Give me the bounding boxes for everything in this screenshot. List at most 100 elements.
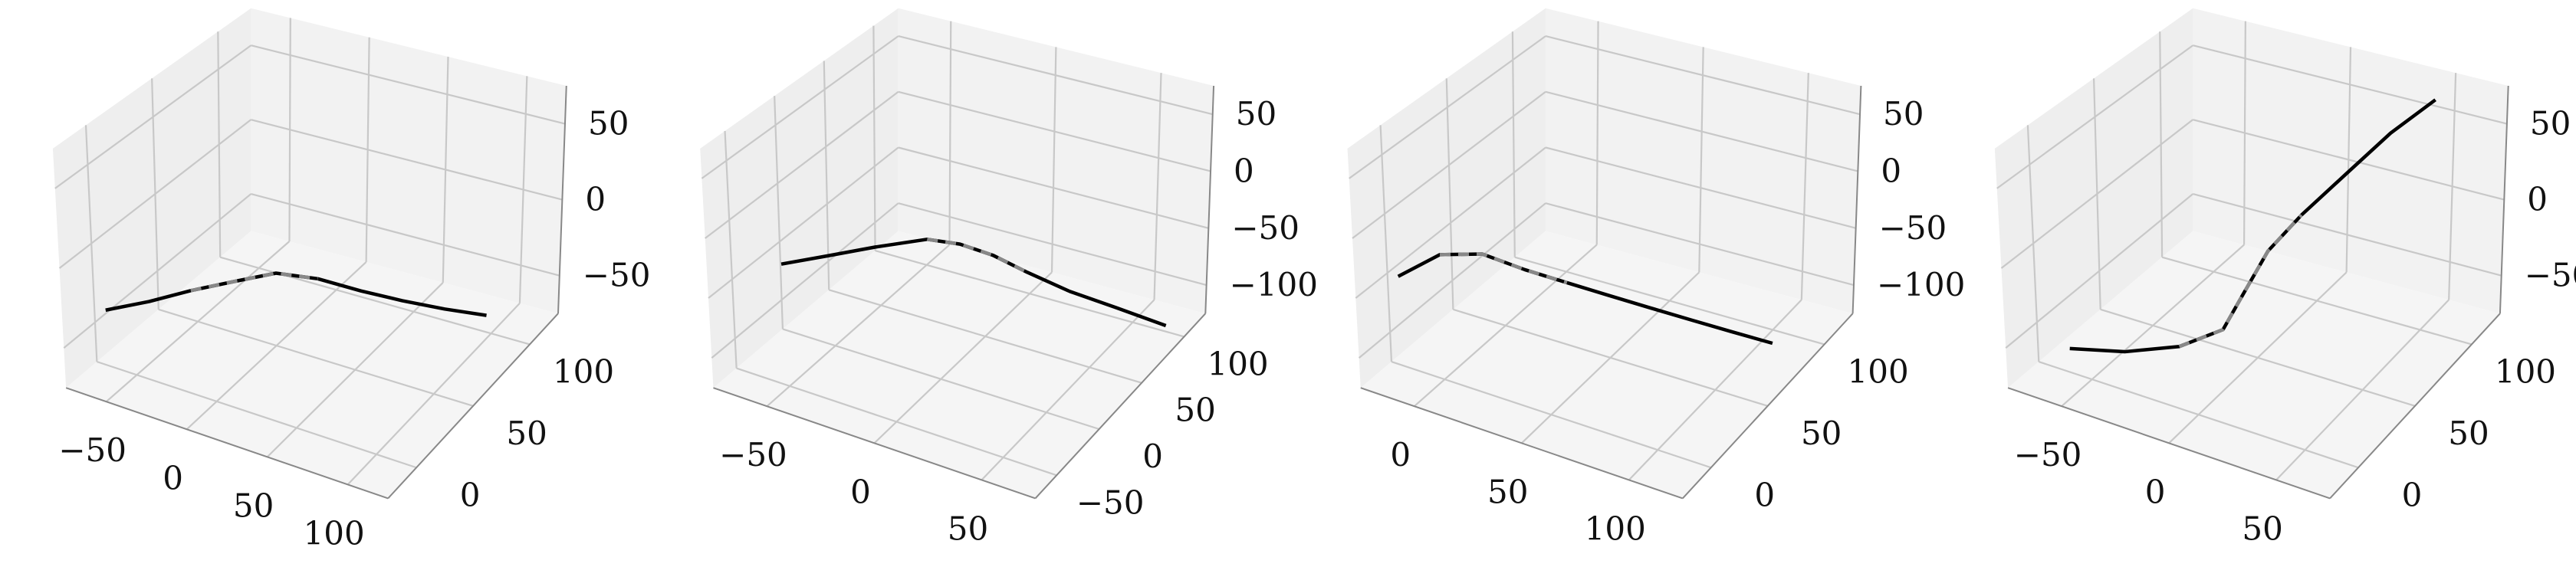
y-tick-label: 100 (553, 352, 614, 390)
pane (898, 8, 1214, 314)
x-tick-label: 0 (2145, 473, 2166, 510)
y-tick-label: 0 (1142, 438, 1163, 475)
x-tick-label: −50 (58, 431, 127, 469)
grid-line (2000, 119, 2193, 269)
x-tick-label: 50 (948, 510, 988, 547)
series-line (780, 238, 1167, 328)
grid-line (1595, 21, 1599, 245)
z-tick-label: −100 (1230, 266, 1318, 303)
grid-line (1511, 31, 1516, 257)
grid-line (948, 21, 952, 245)
axes-panel-2: −50 0 50 −50 0 50 100 −100 −50 0 50 (700, 8, 1318, 547)
grid-line (1996, 44, 2193, 189)
y-tick-label: 0 (460, 476, 481, 513)
grid-line (158, 308, 474, 407)
grid-line (898, 90, 1211, 172)
z-tick-label: 50 (588, 105, 629, 143)
grid-line (1698, 47, 1704, 273)
grid-line (873, 271, 1053, 444)
z-tick-label: −50 (2525, 257, 2576, 294)
grid-line (1050, 47, 1057, 273)
x-tick-label: 50 (2242, 510, 2282, 547)
y-tick-label: 50 (1801, 415, 1842, 452)
x-axis-line (713, 387, 1036, 500)
x-tick-label: 50 (233, 487, 274, 524)
grid-line (981, 299, 1155, 481)
grid-line (1349, 35, 1546, 179)
grid-line (898, 202, 1207, 287)
grid-line (828, 289, 1142, 384)
grid-line (774, 96, 784, 329)
z-tick-label: 50 (1236, 95, 1276, 133)
series-line (105, 271, 487, 317)
grid-line (782, 328, 1099, 431)
grid-line (1352, 90, 1546, 239)
grid-line (251, 193, 560, 277)
grid-line (1545, 35, 1861, 116)
x-tick-label: 100 (1585, 510, 1646, 547)
z-axis-line (1852, 85, 1862, 314)
highlight-segment (1439, 252, 1568, 285)
grid-line (97, 361, 417, 469)
grid-line (898, 35, 1213, 116)
x-axis-line (1360, 387, 1684, 500)
grid-line (58, 119, 252, 269)
z-tick-label: −50 (1879, 209, 1947, 247)
y-tick-label: 100 (1207, 345, 1268, 382)
grid-line (1153, 73, 1162, 300)
x-tick-label: 50 (1487, 473, 1528, 510)
grid-line (875, 250, 1184, 338)
pane (2008, 231, 2500, 499)
grid-line (736, 367, 1057, 477)
z-axis-line (557, 85, 567, 314)
y-axis-line (1682, 313, 1854, 500)
grid-line (705, 90, 899, 239)
z-tick-label: 0 (2527, 181, 2548, 218)
z-tick-label: −50 (1231, 209, 1300, 247)
grid-line (823, 61, 830, 290)
x-tick-label: 0 (163, 459, 183, 497)
z-tick-label: −100 (1877, 266, 1965, 303)
grid-line (711, 202, 899, 359)
pane (713, 231, 1206, 499)
y-axis-line (1034, 313, 1207, 500)
grid-line (251, 44, 566, 125)
pane (1347, 8, 1546, 388)
grid-line (1453, 308, 1769, 407)
grid-line (63, 193, 252, 349)
grid-line (1355, 146, 1546, 299)
grid-line (2193, 44, 2508, 125)
x-tick-label: 100 (304, 514, 365, 552)
x-tick-label: −50 (2014, 436, 2082, 474)
x-axis-line (2007, 387, 2331, 500)
pane (52, 8, 251, 388)
pane (700, 8, 899, 388)
grid-line (2005, 193, 2194, 349)
y-tick-label: 100 (1848, 352, 1909, 390)
highlight-segment (190, 271, 318, 293)
grid-line (2193, 193, 2502, 277)
y-tick-label: 50 (506, 415, 547, 452)
grid-line (54, 44, 252, 189)
grid-line (1391, 361, 1712, 469)
z-tick-label: −50 (583, 257, 651, 294)
x-tick-label: 0 (850, 473, 871, 510)
z-tick-label: 0 (1234, 152, 1254, 189)
y-tick-label: 100 (2495, 352, 2556, 390)
grid-line (2100, 308, 2416, 407)
y-tick-label: 50 (2448, 415, 2489, 452)
y-axis-line (387, 313, 559, 500)
y-tick-label: 0 (2402, 476, 2423, 513)
grid-line (1800, 73, 1809, 300)
grid-line (1358, 202, 1546, 359)
grid-line (2193, 119, 2505, 201)
z-tick-label: 50 (2530, 105, 2571, 143)
grid-line (2038, 361, 2359, 469)
y-tick-label: 50 (1175, 392, 1215, 429)
y-tick-label: −50 (1076, 483, 1145, 521)
grid-line (1514, 256, 1825, 346)
x-axis-line (65, 387, 389, 500)
z-tick-label: 0 (585, 181, 606, 218)
